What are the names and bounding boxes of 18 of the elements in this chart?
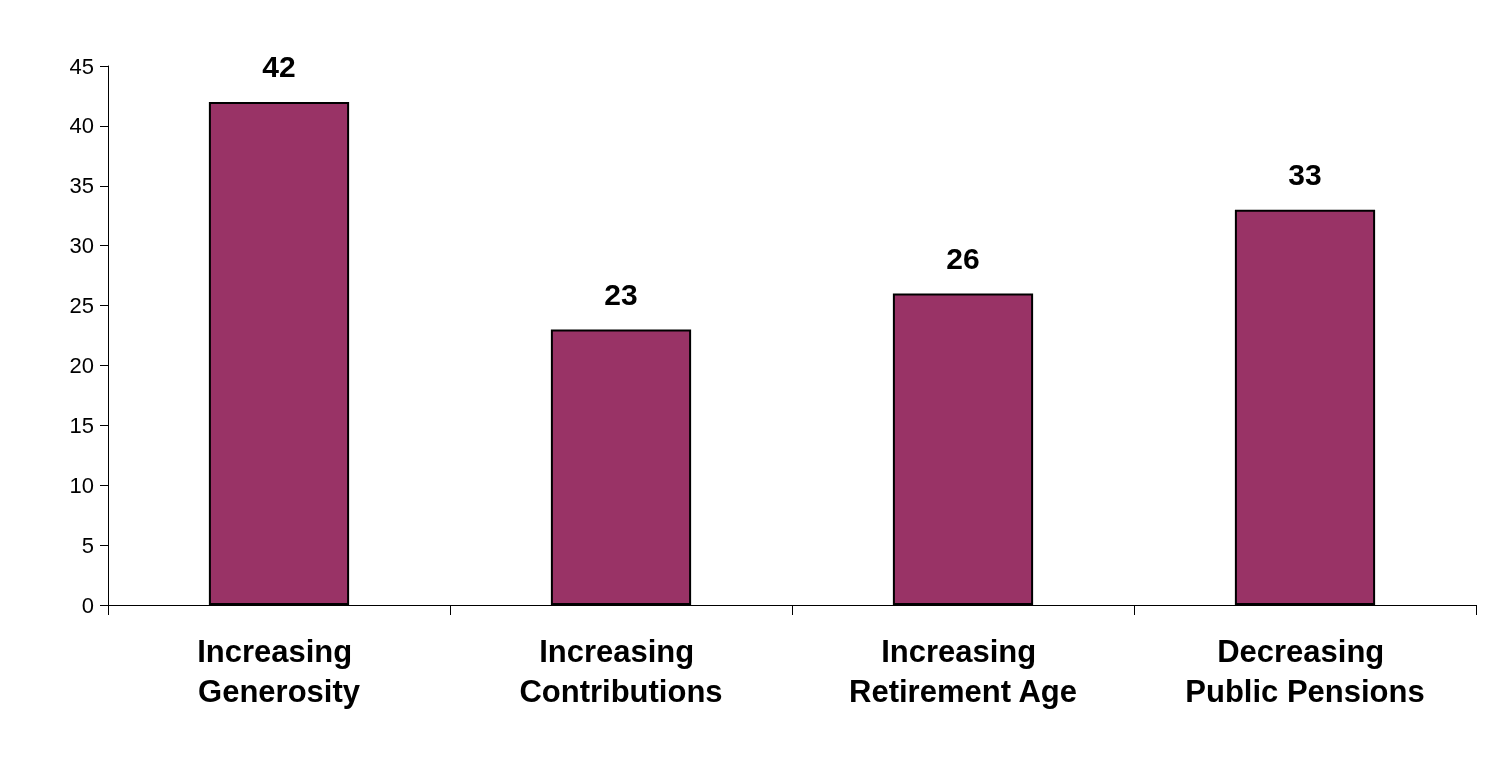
y-tick-label: 35	[69, 173, 94, 199]
data-label: 26	[946, 242, 980, 276]
data-label: 33	[1288, 158, 1322, 192]
y-tick-label: 30	[69, 233, 94, 259]
y-tick-label: 15	[69, 412, 94, 438]
y-tick-label: 0	[81, 592, 94, 618]
y-tick-label: 25	[69, 293, 94, 319]
data-label: 23	[604, 278, 638, 312]
x-tick-label: Increasing Generosity	[197, 633, 361, 709]
x-tick-label: Decreasing Public Pensions	[1185, 633, 1425, 709]
y-tick-label: 40	[69, 113, 94, 139]
x-tick-label: Increasing Contributions	[519, 633, 723, 709]
y-tick-label: 10	[69, 472, 94, 498]
y-tick-label: 5	[81, 532, 94, 558]
x-tick-label: Increasing Retirement Age	[849, 633, 1077, 709]
y-tick-label: 20	[69, 352, 94, 378]
y-tick-label: 45	[69, 53, 94, 79]
data-label: 42	[262, 50, 296, 84]
